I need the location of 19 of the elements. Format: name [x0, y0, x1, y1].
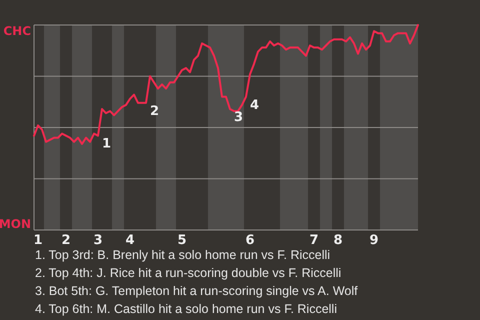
x-tick-label: 5 [177, 233, 187, 248]
x-tick-label: 7 [309, 233, 319, 248]
annotation: 4 [250, 98, 260, 113]
x-tick-label: 1 [33, 233, 43, 248]
text: 3. Bot 5th: G. Templeton hit a run-scoring single vs A. Wolf [35, 284, 358, 298]
text: 4. Top 6th: M. Castillo hit a solo home run vs F. Riccelli [35, 302, 337, 316]
annotation: 1 [102, 136, 112, 152]
text: 1. Top 3rd: B. Brenly hit a solo home run vs F. Riccelli [35, 248, 330, 262]
x-tick-label: 9 [369, 233, 379, 248]
annotation: 2 [150, 104, 160, 119]
x-tick-label: 4 [125, 233, 135, 248]
x-tick-label: 3 [93, 233, 103, 248]
annotation: 3 [234, 110, 244, 126]
text: CHC [3, 24, 32, 38]
x-tick-label: 8 [333, 233, 343, 248]
text: 2. Top 4th: J. Rice hit a run-scoring double vs F. Riccelli [35, 266, 342, 280]
x-tick-label: 6 [245, 233, 255, 248]
text: MON [0, 217, 31, 232]
x-tick-label: 2 [61, 233, 71, 248]
